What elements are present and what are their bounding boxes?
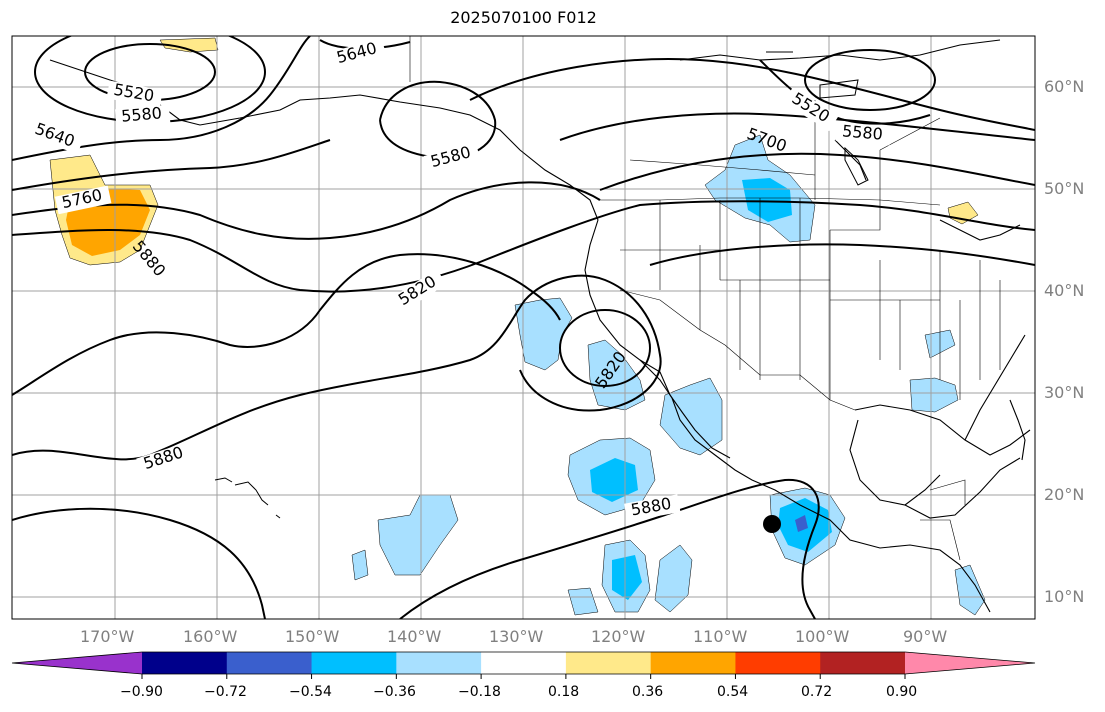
coastlines xyxy=(49,39,1031,613)
storm-position-marker xyxy=(763,515,781,533)
colorbar-tick-label: −0.36 xyxy=(373,684,416,700)
contour-5760 xyxy=(649,243,1035,266)
colorbar xyxy=(11,651,1036,679)
colorbar-tick-label: 0.18 xyxy=(548,684,580,700)
contour-label: 5820 xyxy=(395,271,440,309)
negative-anomaly-region xyxy=(954,564,986,616)
contour-5520 xyxy=(759,59,931,125)
colorbar-tick-label: 0.90 xyxy=(886,684,918,700)
lat-tick-label: 40°N xyxy=(1044,281,1085,300)
lon-tick-label: 90°W xyxy=(903,627,948,646)
lat-tick-label: 30°N xyxy=(1044,383,1085,402)
contour-5820-low xyxy=(559,309,651,387)
contour-5760 xyxy=(12,181,601,240)
lat-tick-label: 20°N xyxy=(1044,485,1085,504)
contour-5880 xyxy=(399,478,820,619)
colorbar-tick-label: 0.54 xyxy=(717,684,749,700)
islands xyxy=(214,51,869,519)
colorbar-segment xyxy=(565,652,652,674)
colorbar-extend-min xyxy=(12,652,142,674)
colorbar-extend-max xyxy=(905,652,1035,674)
negative-anomaly-core xyxy=(590,458,638,502)
colorbar-tick-label: 0.72 xyxy=(801,684,833,700)
negative-anomaly-region xyxy=(654,544,693,613)
contour-5880 xyxy=(12,253,561,396)
colorbar-tick-label: −0.90 xyxy=(120,684,163,700)
contour-5880 xyxy=(12,507,266,619)
colorbar-segment xyxy=(650,652,736,674)
lon-tick-label: 130°W xyxy=(489,627,544,646)
negative-anomaly-region xyxy=(659,377,723,456)
colorbar-segment xyxy=(481,652,567,674)
colorbar-tick-label: −0.18 xyxy=(458,684,501,700)
lat-tick-label: 50°N xyxy=(1044,179,1085,198)
colorbar-tick-label: −0.72 xyxy=(204,684,247,700)
political-borders xyxy=(409,36,1001,561)
map-title: 2025070100 F012 xyxy=(450,8,597,27)
colorbar-segment xyxy=(226,652,313,674)
lon-tick-label: 170°W xyxy=(80,627,135,646)
negative-anomaly-region xyxy=(377,494,459,576)
lon-tick-label: 140°W xyxy=(387,627,442,646)
plot-frame xyxy=(11,35,1036,620)
colorbar-segment xyxy=(311,652,397,674)
colorbar-tick-label: 0.36 xyxy=(632,684,664,700)
colorbar-segment xyxy=(820,652,906,674)
negative-anomaly-core xyxy=(612,555,642,600)
contour-label: 5520 xyxy=(789,88,834,126)
contour-5580 xyxy=(379,80,497,160)
contour-label: 5580 xyxy=(841,121,883,143)
lon-tick-label: 100°W xyxy=(795,627,850,646)
contour-5700 xyxy=(599,152,1035,191)
gridlines xyxy=(12,36,1035,619)
negative-anomaly-region xyxy=(351,549,369,581)
contour-5700 xyxy=(12,139,331,191)
colorbar-tick-label: −0.54 xyxy=(289,684,332,700)
contour-5640 xyxy=(559,112,1035,141)
negative-anomaly-region xyxy=(567,587,599,616)
lon-tick-label: 160°W xyxy=(183,627,238,646)
colorbar-segment xyxy=(142,652,228,674)
lon-tick-label: 120°W xyxy=(591,627,646,646)
negative-anomaly-region xyxy=(909,377,959,413)
lon-tick-label: 150°W xyxy=(285,627,340,646)
contour-5880 xyxy=(12,274,662,461)
contour-5820 xyxy=(12,200,1035,293)
contour-label: 5520 xyxy=(112,80,155,106)
contour-labels: 5640 5520 5580 5640 5760 5880 5580 5820 … xyxy=(26,38,892,522)
positive-anomaly-region xyxy=(159,37,219,53)
height-contours xyxy=(12,36,1035,619)
colorbar-segment xyxy=(396,652,482,674)
contour-5580 xyxy=(469,58,1035,131)
lat-tick-label: 60°N xyxy=(1044,77,1085,96)
lat-tick-label: 10°N xyxy=(1044,587,1085,606)
contour-label: 5580 xyxy=(120,103,162,125)
lon-tick-label: 110°W xyxy=(693,627,748,646)
contour-5520-low xyxy=(804,49,936,111)
colorbar-segment xyxy=(735,652,821,674)
negative-anomaly-strong xyxy=(795,515,808,532)
